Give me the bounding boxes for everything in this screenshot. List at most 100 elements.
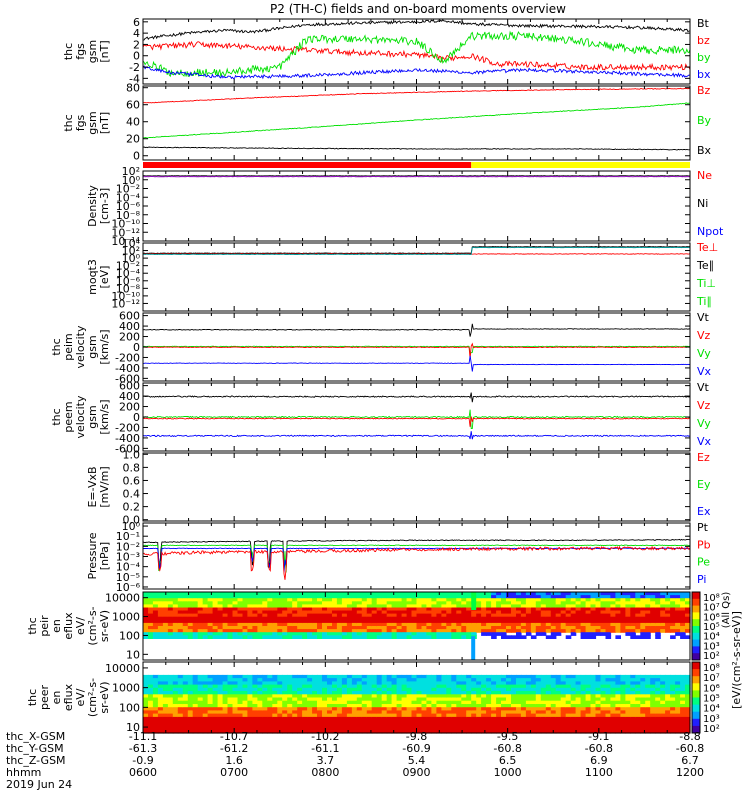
spec-cell <box>322 729 328 734</box>
spec-cell <box>501 707 507 711</box>
spec-cell <box>292 729 298 734</box>
spec-cell <box>361 613 368 618</box>
spec-cell <box>655 691 661 695</box>
spec-cell <box>655 700 661 705</box>
spec-cell <box>371 613 378 618</box>
spec-cell <box>416 598 423 602</box>
spec-cell <box>312 598 318 602</box>
spec-cell <box>615 635 621 639</box>
spec-cell <box>227 601 234 605</box>
spec-cell <box>386 619 393 624</box>
spec-cell <box>381 610 388 615</box>
spec-cell <box>237 592 244 596</box>
spec-cell <box>670 616 676 621</box>
spec-cell <box>237 694 244 699</box>
y-axis-label-line: [eV] <box>98 266 111 289</box>
spec-cell <box>605 619 612 624</box>
spec-cell <box>426 710 432 715</box>
spec-cell <box>630 598 636 602</box>
spec-cell <box>272 635 278 639</box>
spec-cell <box>332 700 338 705</box>
spec-cell <box>511 697 517 702</box>
spec-cell <box>665 678 671 682</box>
spec-cell <box>346 704 353 708</box>
spec-cell <box>341 616 348 621</box>
spec-cell <box>237 626 244 630</box>
spec-cell <box>436 700 442 705</box>
spec-cell <box>396 681 403 686</box>
spec-cell <box>421 616 428 621</box>
spec-cell <box>361 619 368 624</box>
spec-cell <box>351 681 358 686</box>
spec-cell <box>441 729 447 734</box>
spec-cell <box>217 700 224 705</box>
spec-cell <box>595 684 602 689</box>
spec-cell <box>516 678 522 682</box>
spec-cell <box>620 629 626 633</box>
spec-cell <box>396 629 403 633</box>
spec-cell <box>381 697 388 702</box>
spec-cell <box>456 629 462 633</box>
spec-cell <box>645 700 651 705</box>
spec-cell <box>545 622 552 627</box>
spec-cell <box>550 629 557 633</box>
spec-cell <box>625 619 631 624</box>
spec-cell <box>356 681 363 686</box>
spec-cell <box>680 726 686 731</box>
panel-frame <box>142 452 691 522</box>
spec-cell <box>192 700 199 705</box>
spec-cell <box>645 629 651 633</box>
spec-cell <box>381 691 388 695</box>
spec-cell <box>565 704 572 708</box>
spec-cell <box>272 622 278 627</box>
spec-cell <box>341 674 348 679</box>
spec-cell <box>143 684 149 689</box>
spec-cell <box>481 729 487 734</box>
y-tick-label: 10⁻⁸ <box>116 282 141 295</box>
spec-cell <box>297 713 303 718</box>
spec-cell <box>381 704 388 708</box>
spec-cell <box>446 601 452 605</box>
spec-cell <box>451 723 457 728</box>
spec-cell <box>222 595 229 599</box>
spec-cell <box>550 616 557 621</box>
spec-cell <box>540 681 547 686</box>
spec-cell <box>471 729 477 734</box>
spec-cell <box>441 604 447 609</box>
spec-cell <box>227 622 234 627</box>
spec-cell <box>516 726 522 731</box>
spec-cell <box>351 713 358 718</box>
spec-cell <box>356 704 363 708</box>
spec-cell <box>356 626 363 630</box>
spec-cell <box>287 697 293 702</box>
spec-cell <box>287 635 293 639</box>
spec-cell <box>520 629 527 633</box>
spec-cell <box>327 632 333 636</box>
spec-cell <box>297 632 303 636</box>
spec-cell <box>232 678 239 682</box>
spec-cell <box>272 604 278 609</box>
y-tick-label: 10⁻⁵ <box>116 571 140 584</box>
y-tick-label: 100 <box>119 701 140 714</box>
spec-cell <box>282 691 288 695</box>
spec-cell <box>451 601 457 605</box>
spec-cell <box>202 629 209 633</box>
spec-cell <box>421 632 428 636</box>
spec-cell <box>535 691 542 695</box>
spec-cell <box>456 678 462 682</box>
spec-cell <box>327 595 333 599</box>
spec-cell <box>307 681 313 686</box>
spec-cell <box>555 720 562 724</box>
spec-cell <box>461 700 467 705</box>
spec-cell <box>540 710 547 715</box>
spec-cell <box>207 632 214 636</box>
spec-cell <box>670 678 676 682</box>
spec-cell <box>540 592 547 596</box>
spec-cell <box>446 613 452 618</box>
colorbar-tick-label: 10⁴ <box>703 704 720 715</box>
spec-cell <box>471 687 477 692</box>
spec-cell <box>501 610 507 615</box>
spec-cell <box>157 710 164 715</box>
